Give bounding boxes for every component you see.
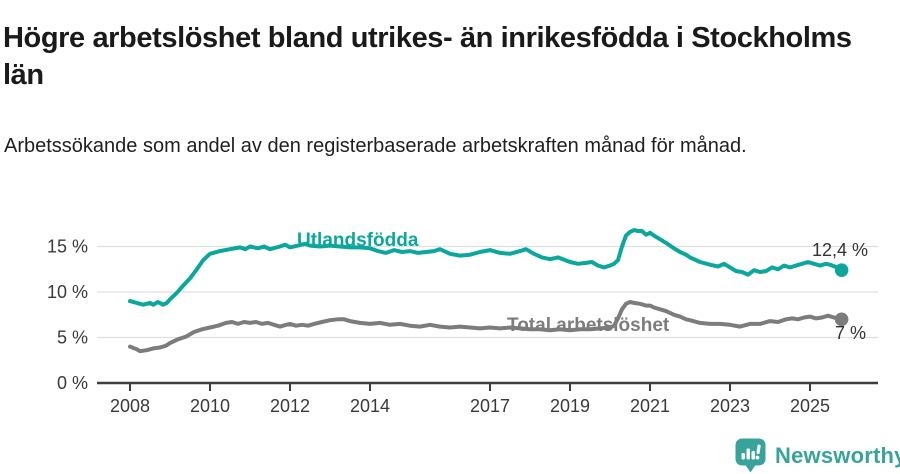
- series-label-0: Utlandsfödda: [297, 230, 419, 251]
- x-tick-label: 2010: [190, 396, 230, 416]
- series-line-1: [128, 300, 844, 354]
- series-end-dot-1: [834, 312, 849, 327]
- y-tick-label: 15 %: [47, 237, 88, 257]
- x-tick-label: 2023: [710, 396, 750, 416]
- chart-title: Högre arbetslöshet bland utrikes- än inr…: [3, 22, 852, 91]
- series-end-value-0: 12,4 %: [812, 240, 868, 260]
- x-tick-label: 2012: [270, 396, 310, 416]
- series-line-0: [128, 228, 844, 307]
- x-tick-label: 2019: [550, 396, 590, 416]
- series-label-1: Total arbetslöshet: [507, 315, 670, 336]
- newsworthy-bubble-chart-icon: [735, 438, 766, 473]
- x-tick-label: 2025: [790, 396, 830, 416]
- bar-chart-glyph: [741, 444, 761, 460]
- x-tick-label: 2014: [350, 396, 390, 416]
- x-tick-label: 2008: [110, 396, 150, 416]
- series-end-dot-0: [834, 263, 849, 277]
- newsworthy-logo[interactable]: Newsworthy: [735, 438, 900, 473]
- chart-subtitle: Arbetssökande som andel av den registerb…: [4, 135, 747, 157]
- y-tick-label: 5 %: [57, 328, 88, 348]
- x-tick-label: 2017: [470, 396, 510, 416]
- x-tick-label: 2021: [630, 396, 670, 416]
- y-tick-label: 10 %: [47, 282, 88, 302]
- newsworthy-logo-text: Newsworthy: [775, 442, 900, 468]
- y-tick-label: 0 %: [57, 373, 88, 393]
- series-end-value-1: 7 %: [835, 323, 866, 343]
